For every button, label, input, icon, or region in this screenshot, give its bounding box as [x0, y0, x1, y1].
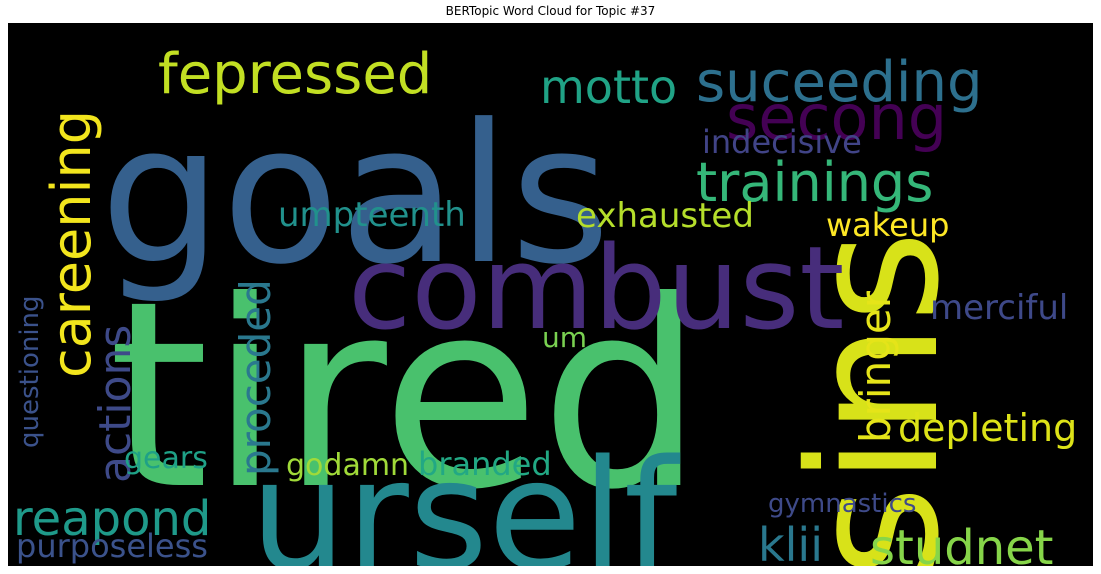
word-godamn: godamn [286, 448, 409, 483]
word-gears: gears [124, 441, 208, 476]
word-wakeup: wakeup [826, 206, 949, 244]
word-motto: motto [540, 60, 677, 114]
cloud-background [8, 23, 1093, 566]
word-questioning: questioning [15, 295, 45, 448]
word-exhausted: exhausted [576, 196, 754, 236]
word-bringer: bringer [851, 290, 900, 443]
word-merciful: merciful [930, 288, 1068, 328]
word-depleting: depleting [898, 406, 1077, 450]
word-branded: branded [418, 445, 552, 483]
word-indecisive: indecisive [702, 123, 862, 161]
word-combust: combust [348, 222, 845, 356]
word-secong: secong [726, 81, 947, 154]
word-sins: sins [771, 230, 978, 566]
word-urself: urself [250, 427, 681, 566]
word-tired: tired [108, 246, 704, 546]
word-fepressed: fepressed [158, 42, 432, 107]
word-klii: klii [758, 518, 823, 566]
word-actions: actions [90, 325, 141, 483]
word-careening: careening [40, 110, 103, 378]
word-trainings: trainings [696, 151, 933, 214]
word-reapond: reapond [13, 491, 211, 547]
word-purposeless: purposeless [16, 527, 208, 565]
word-goals: goals [100, 84, 610, 307]
chart-title: BERTopic Word Cloud for Topic #37 [445, 4, 656, 18]
word-gymnastics: gymnastics [768, 489, 916, 519]
word-proceded: proceded [231, 279, 280, 476]
word-suceeding: suceeding [696, 50, 983, 115]
word-um: um [542, 321, 587, 354]
word-umpteenth: umpteenth [278, 195, 466, 235]
word-studnet: studnet [870, 520, 1054, 566]
